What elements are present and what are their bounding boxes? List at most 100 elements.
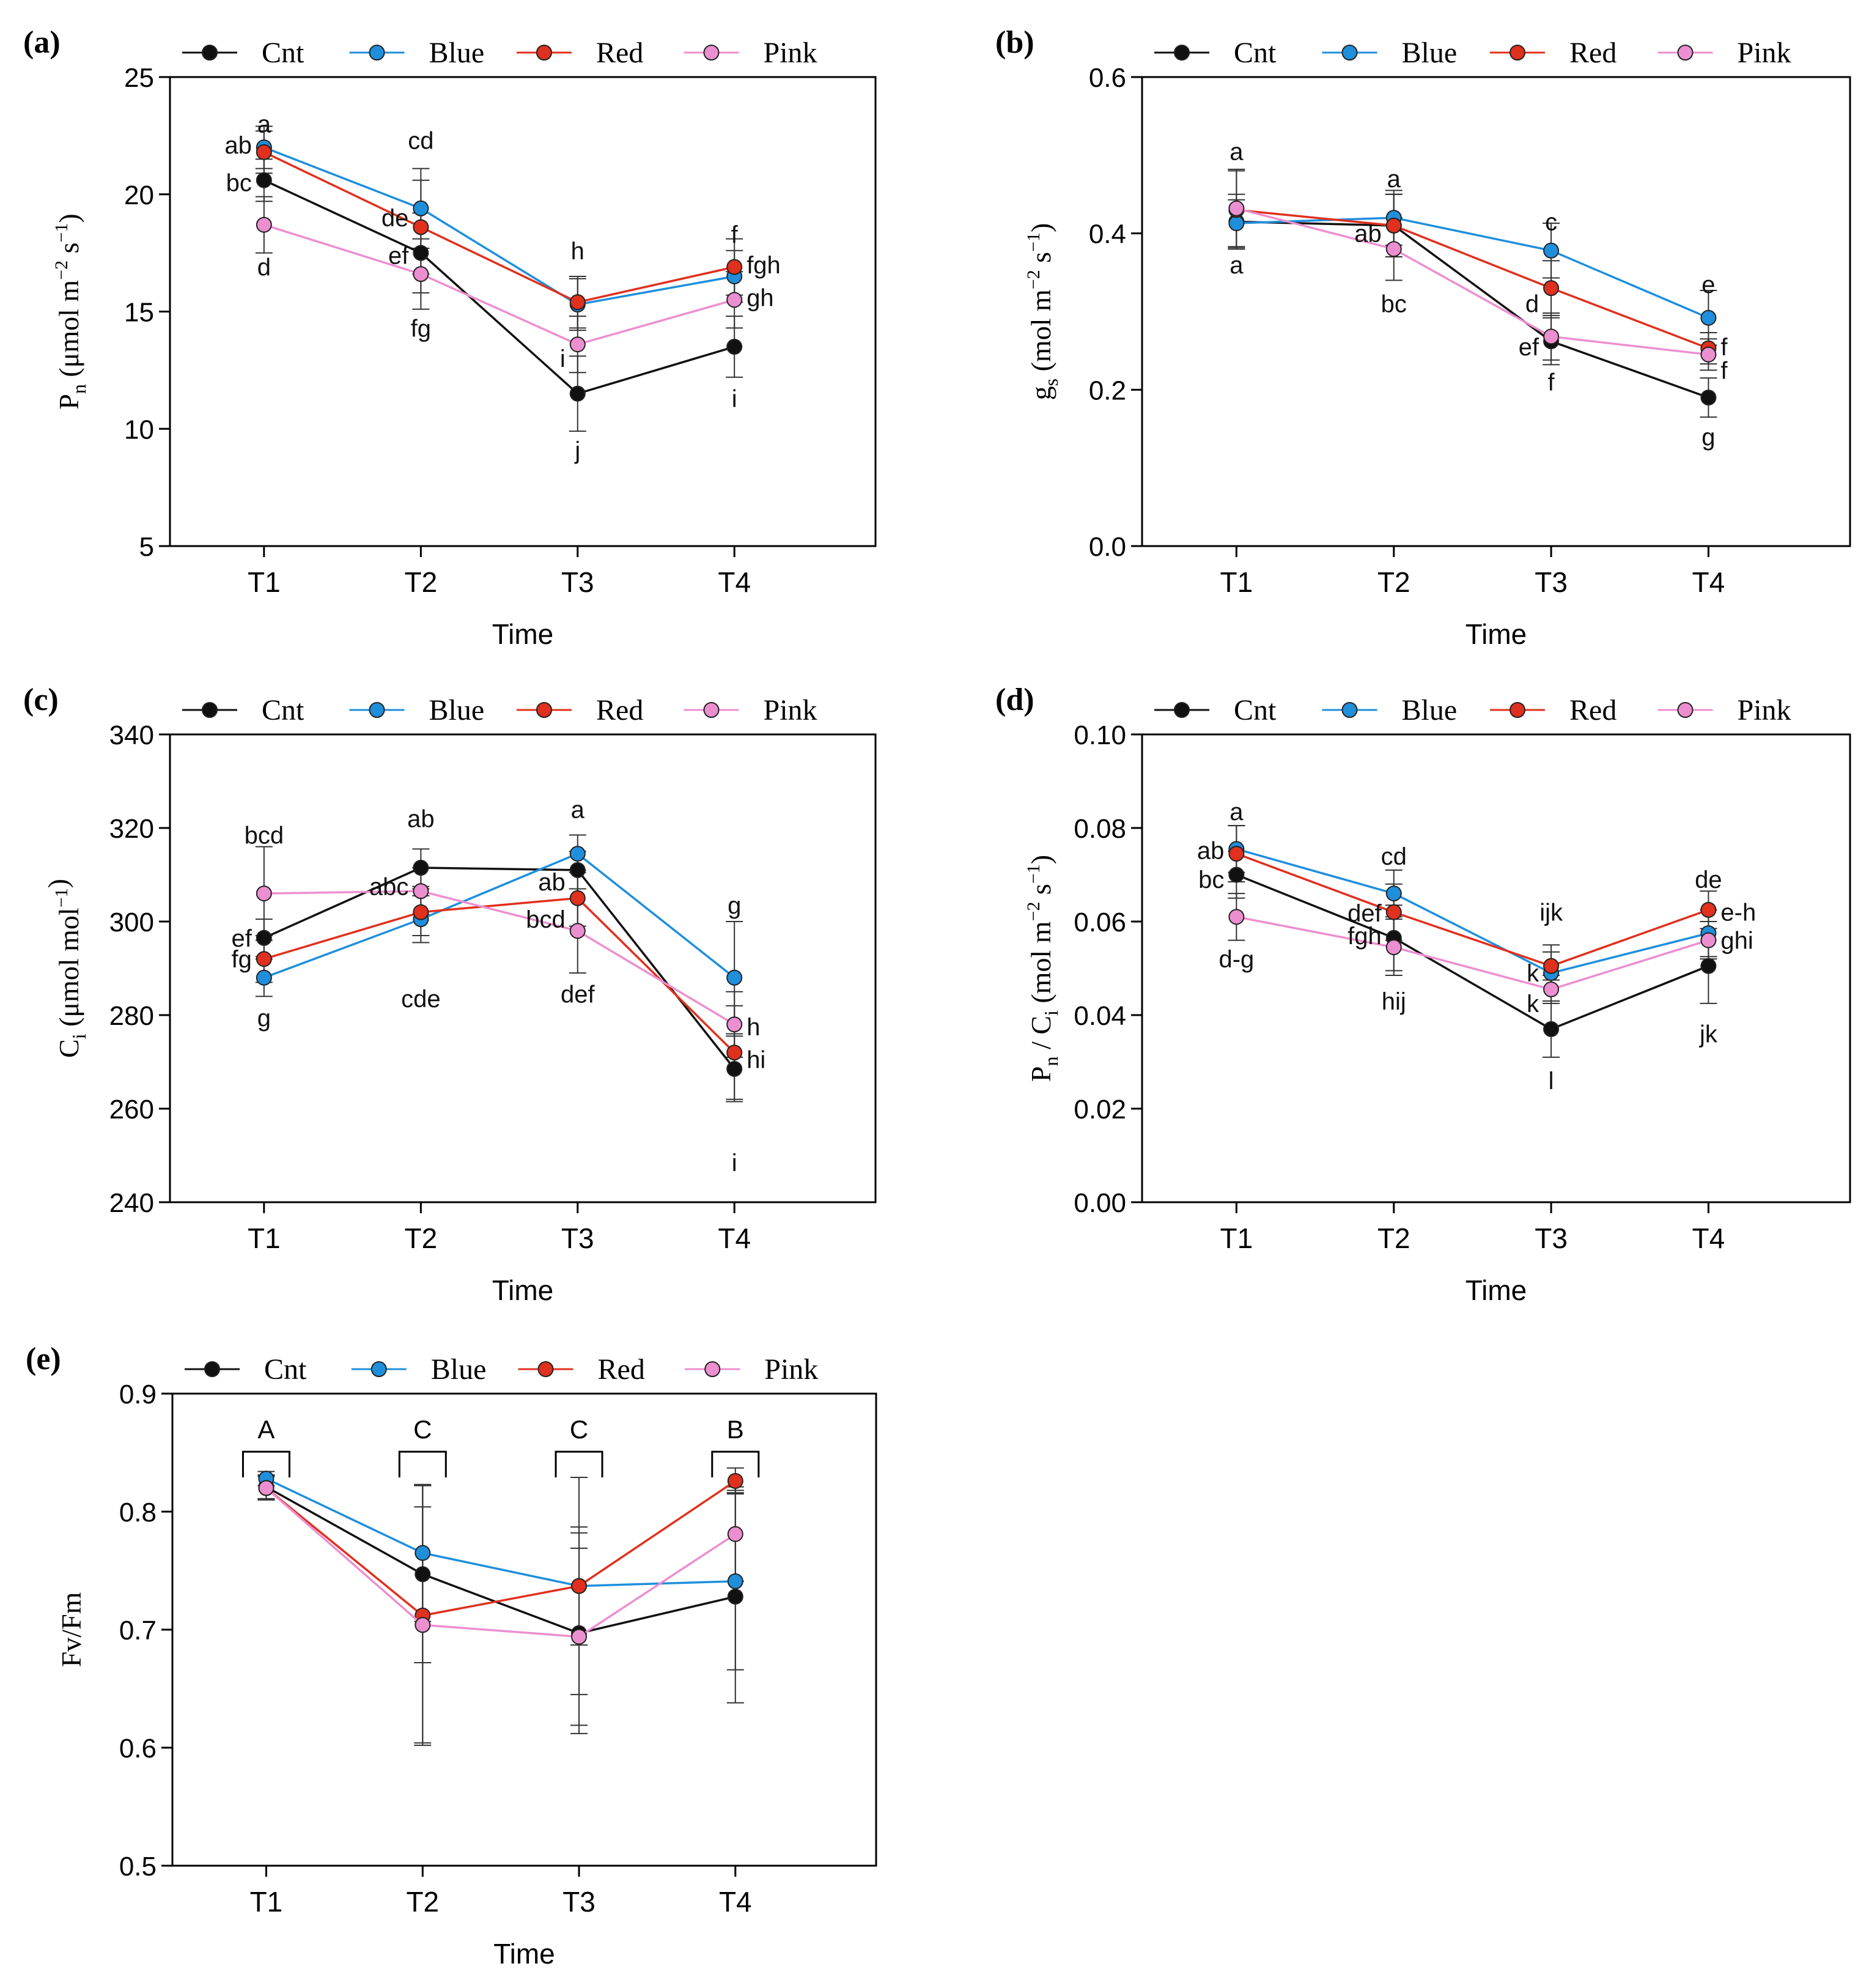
series-blue (1228, 210, 1717, 326)
data-point (1228, 846, 1245, 862)
significance-letter: g (728, 892, 741, 919)
data-point (256, 951, 272, 967)
data-point (1385, 939, 1402, 956)
group-letter: C (413, 1415, 432, 1444)
significance-letter: cd (1381, 843, 1407, 870)
significance-letter: a (257, 111, 271, 138)
data-point (569, 336, 586, 353)
error-bars-blue (255, 834, 743, 1035)
significance-letter: g (1701, 424, 1715, 451)
error-bars-red (1228, 825, 1717, 981)
x-tick-label: T4 (1692, 566, 1725, 598)
data-point (413, 219, 429, 235)
significance-letter: bc (226, 170, 252, 197)
series-blue (256, 846, 743, 986)
legend-marker (1510, 45, 1525, 61)
significance-letter: a (1387, 166, 1401, 193)
data-point (413, 883, 429, 900)
data-point (726, 292, 743, 308)
significance-letter: h (571, 238, 584, 265)
legend-label: Cnt (1234, 694, 1277, 726)
significance-letter: f (731, 221, 739, 248)
y-tick-label: 0.5 (119, 1852, 157, 1882)
data-point (1228, 215, 1245, 232)
significance-letter: def (1347, 900, 1382, 927)
legend-label: Pink (1738, 37, 1791, 69)
y-tick-label: 280 (109, 1001, 154, 1031)
x-tick-label: T3 (561, 1222, 594, 1254)
y-tick-label: 5 (139, 532, 154, 562)
legend: Cnt Blue Red Pink (1154, 37, 1791, 69)
series-line (264, 179, 735, 395)
legend-item-pink: Pink (1657, 694, 1791, 726)
significance-letter: k (1527, 991, 1539, 1018)
legend-label: Cnt (262, 694, 304, 726)
significance-letter: ab (538, 869, 566, 896)
x-axis-label: Time (492, 618, 554, 650)
data-point (256, 885, 272, 902)
data-point (1385, 904, 1402, 920)
legend-item-pink: Pink (685, 1353, 818, 1386)
data-point (726, 1016, 743, 1033)
error-bars-red (1228, 170, 1717, 365)
data-point (256, 969, 272, 986)
legend-item-blue: Blue (349, 694, 484, 726)
series-line (1236, 848, 1709, 975)
significance-letter: ab (1354, 221, 1382, 248)
significance-letter: ef (1519, 334, 1539, 361)
chart-panel-c: (c) 240 260 280 300 320 340 T1 T2 T3 T4 Time Ci (μmo… (23, 682, 877, 1306)
data-point (571, 1578, 588, 1594)
significance-letter: k (1527, 960, 1539, 987)
legend-item-blue: Blue (351, 1353, 487, 1386)
legend-marker (202, 45, 218, 61)
significance-letter: fgh (1347, 923, 1382, 950)
series-pink (1228, 200, 1717, 363)
group-letter: B (727, 1415, 744, 1444)
series-line (264, 896, 735, 1054)
legend-item-pink: Pink (1657, 37, 1791, 69)
group-letter: A (257, 1415, 275, 1444)
legend-item-cnt: Cnt (1154, 694, 1277, 726)
series-blue (256, 139, 743, 312)
error-bars-blue (255, 125, 743, 331)
legend-label: Blue (431, 1353, 487, 1386)
significance-letter: c (1545, 209, 1557, 235)
series-red (1228, 846, 1717, 974)
y-axis-label: Ci (μmol mol−1) (42, 879, 90, 1058)
x-axis-label: Time (1465, 618, 1527, 650)
y-tick-label: 0.06 (1074, 907, 1126, 937)
x-tick-label: T1 (1220, 566, 1253, 598)
legend-marker (1677, 702, 1694, 718)
data-point (1543, 280, 1560, 297)
legend-item-red: Red (517, 37, 643, 69)
data-point (1543, 242, 1560, 259)
legend-label: Cnt (1234, 37, 1277, 69)
error-bars-pink (257, 1476, 744, 1744)
error-bars-cnt (1228, 193, 1717, 418)
data-point (727, 1573, 743, 1589)
data-point (1543, 1021, 1560, 1037)
legend-item-cnt: Cnt (185, 1353, 307, 1386)
series-cnt (1228, 867, 1717, 1037)
y-tick-label: 15 (124, 298, 154, 328)
data-point (569, 294, 586, 311)
y-tick-label: 25 (124, 63, 154, 93)
data-point (727, 1473, 743, 1489)
x-tick-label: T1 (250, 1886, 283, 1918)
y-tick-label: 340 (109, 720, 154, 750)
y-tick-label: 0.6 (1089, 63, 1126, 93)
significance-letter: d (1525, 291, 1539, 318)
y-axis-label: gs (mol m−2 s−1) (1023, 223, 1062, 401)
data-point (413, 245, 429, 261)
x-axis-label: Time (493, 1938, 555, 1970)
error-bars-pink (255, 196, 743, 374)
legend: Cnt Blue Red Pink (182, 694, 817, 726)
legend-marker (369, 702, 385, 718)
series-line (265, 1487, 736, 1638)
series-line (264, 852, 735, 979)
legend-item-blue: Blue (1322, 37, 1457, 69)
y-tick-label: 300 (109, 907, 154, 937)
y-tick-label: 0.02 (1074, 1095, 1126, 1125)
y-tick-label: 240 (109, 1188, 154, 1218)
